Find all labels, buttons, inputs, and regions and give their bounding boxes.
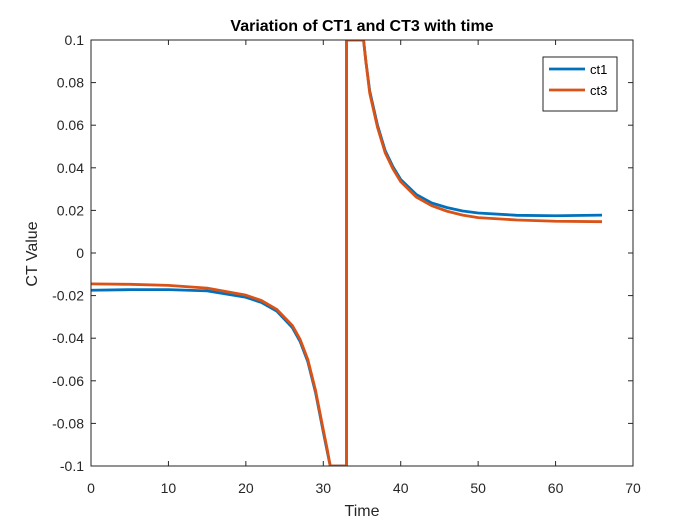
y-tick-label: -0.08 (52, 415, 84, 431)
legend-box (542, 56, 618, 112)
x-tick-label: 0 (87, 480, 95, 496)
legend-label-ct1: ct1 (590, 62, 607, 77)
x-axis-title: Time (345, 503, 380, 520)
y-tick-label: -0.06 (52, 373, 84, 389)
x-tick-label: 10 (161, 480, 177, 496)
y-tick-label: 0.02 (57, 202, 84, 218)
x-tick-label: 70 (625, 480, 641, 496)
y-tick-label: -0.1 (60, 458, 84, 474)
legend-label-ct3: ct3 (590, 83, 607, 98)
y-axis-title: CT Value (24, 221, 41, 286)
y-tick-label: 0.06 (57, 117, 84, 133)
y-tick-label: 0.04 (57, 160, 84, 176)
y-tick-label: 0.1 (65, 32, 85, 48)
x-tick-label: 40 (393, 480, 409, 496)
series-line-ct1 (91, 40, 603, 466)
x-tick-label: 30 (315, 480, 331, 496)
x-tick-label: 20 (238, 480, 254, 496)
y-tick-label: -0.02 (52, 288, 84, 304)
y-tick-label: 0 (76, 245, 84, 261)
x-tick-label: 60 (548, 480, 564, 496)
axes: 0 10 20 30 40 50 60 70 -0.1 -0.08 -0.06 -0.04 -0.02 0… (52, 32, 641, 496)
y-tick-label: 0.08 (57, 75, 84, 91)
series-line-ct3 (91, 40, 603, 466)
y-tick-label: -0.04 (52, 330, 84, 346)
chart-title: Variation of CT1 and CT3 with time (230, 18, 493, 35)
x-tick-label: 50 (470, 480, 486, 496)
